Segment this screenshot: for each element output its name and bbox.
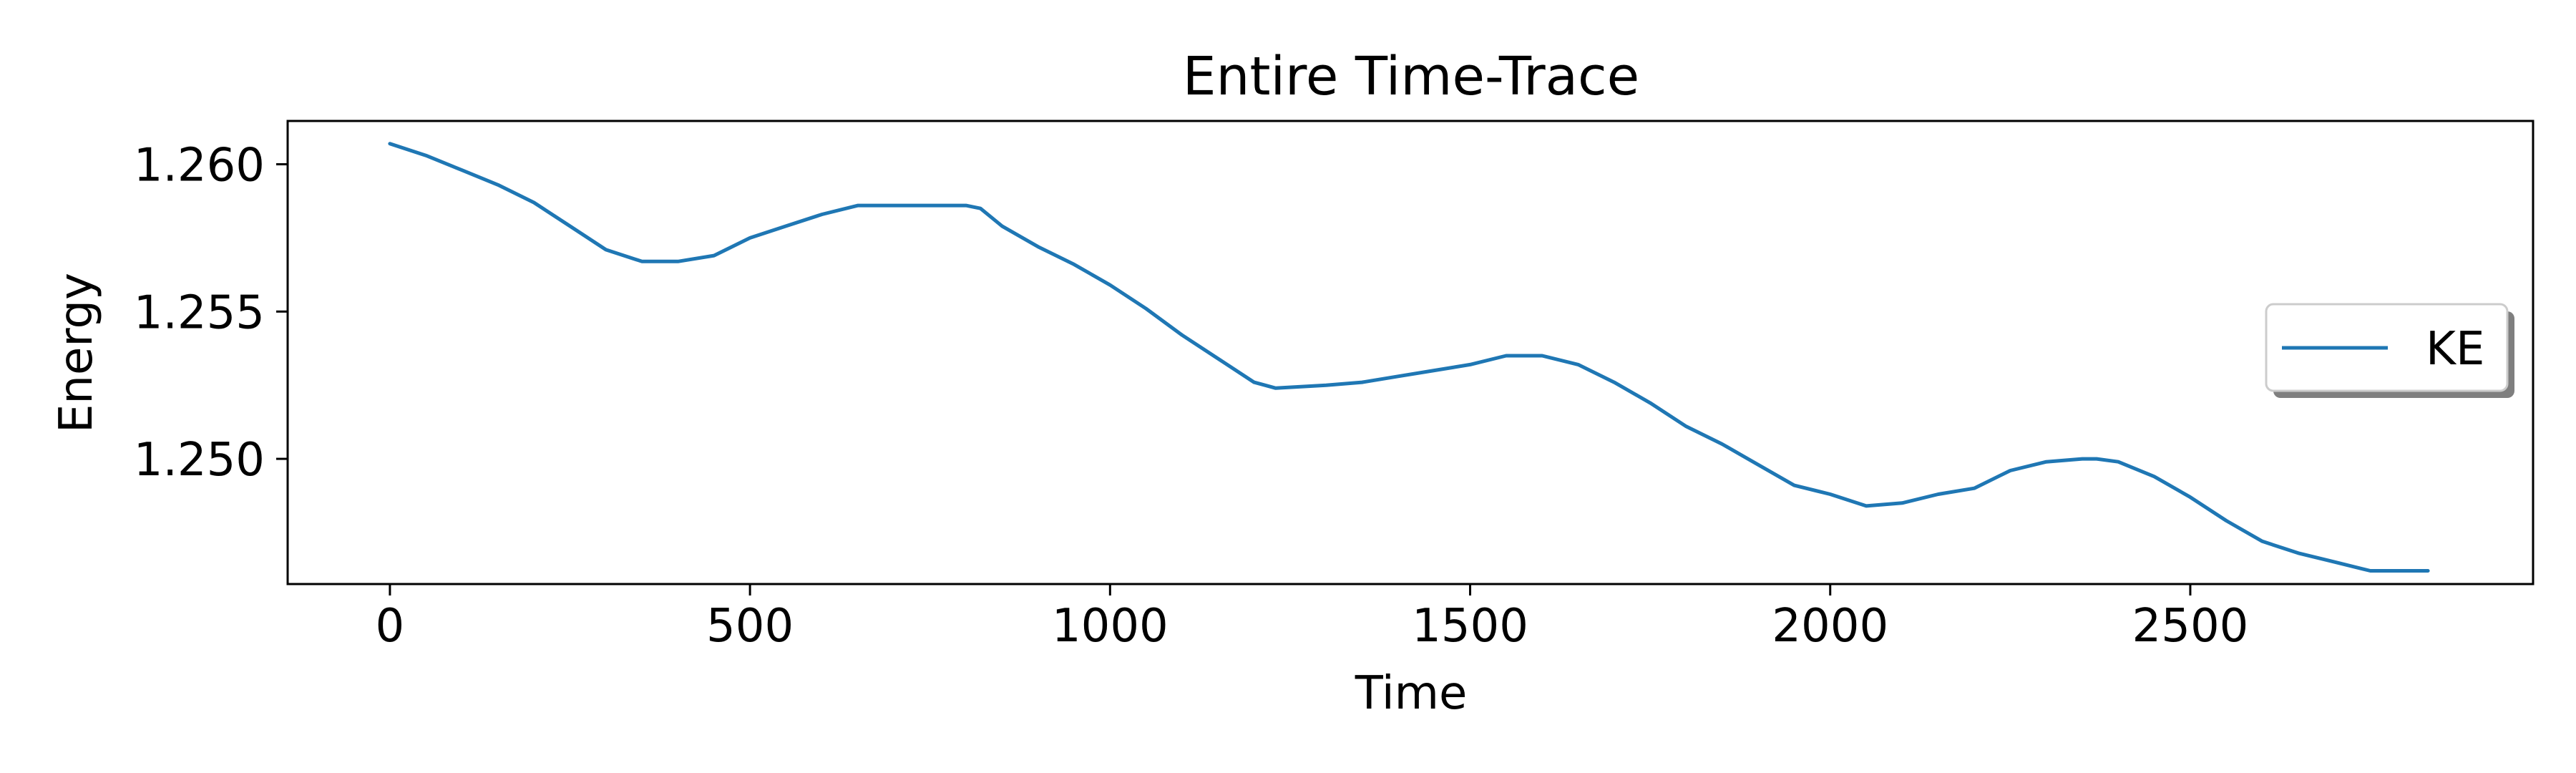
legend: KE — [2265, 303, 2514, 398]
y-tick-label: 1.250 — [134, 434, 265, 487]
plot-frame — [286, 120, 2534, 585]
x-tick-label: 2500 — [2132, 600, 2249, 653]
x-axis-label: Time — [1355, 667, 1468, 720]
x-tick-label: 2000 — [1772, 600, 1888, 653]
x-tick-label: 1000 — [1052, 600, 1169, 653]
legend-label-ke: KE — [2426, 323, 2484, 376]
plot-area — [388, 142, 2430, 573]
chart-title: Entire Time-Trace — [1183, 46, 1639, 107]
x-tick-label: 1500 — [1412, 600, 1528, 653]
y-axis-ticks: 1.250 1.255 1.260 — [134, 140, 288, 487]
x-tick-label: 0 — [376, 600, 405, 653]
x-axis-ticks: 0 500 1000 1500 2000 2500 — [376, 584, 2249, 653]
series-line-ke — [388, 142, 2430, 573]
x-tick-label: 500 — [706, 600, 794, 653]
y-axis-label: Energy — [50, 273, 103, 433]
y-tick-label: 1.255 — [134, 286, 265, 339]
y-tick-label: 1.260 — [134, 140, 265, 193]
